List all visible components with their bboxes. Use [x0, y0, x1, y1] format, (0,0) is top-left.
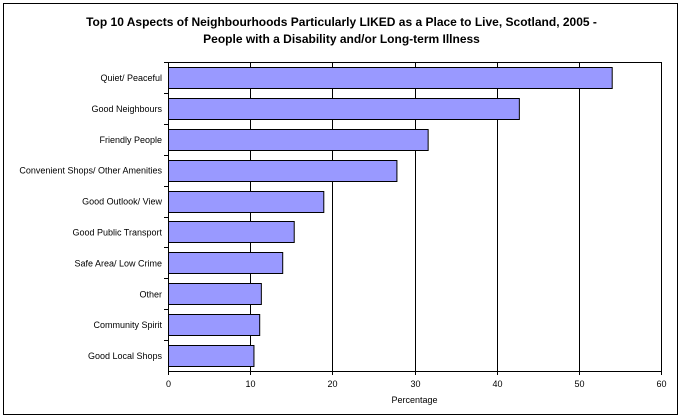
x-tick-label: 50 [574, 379, 584, 389]
chart-title: Top 10 Aspects of Neighbourhoods Particu… [0, 14, 683, 48]
bar [168, 160, 398, 182]
x-tick-label: 0 [166, 379, 171, 389]
bars [168, 67, 613, 367]
category-label: Good Neighbours [91, 104, 162, 114]
bar [168, 221, 295, 243]
chart-title-line-2: People with a Disability and/or Long-ter… [203, 32, 480, 46]
bar [168, 252, 284, 274]
plot-area-border [168, 62, 662, 372]
bar [168, 314, 261, 336]
x-tick-label: 60 [656, 379, 666, 389]
category-label: Community Spirit [93, 320, 162, 330]
x-tick-label: 10 [245, 379, 255, 389]
category-label: Other [139, 289, 162, 299]
bar [168, 191, 325, 213]
bar [168, 283, 262, 305]
bar [168, 98, 520, 120]
category-label: Good Local Shops [88, 351, 163, 361]
x-tick-label: 30 [410, 379, 420, 389]
category-labels: Quiet/ Peaceful Good Neighbours Friendly P… [19, 62, 168, 361]
bar [168, 345, 255, 367]
chart-title-line-1: Top 10 Aspects of Neighbourhoods Particu… [86, 15, 597, 29]
category-label: Safe Area/ Low Crime [74, 258, 162, 268]
category-label: Convenient Shops/ Other Amenities [19, 166, 162, 176]
bar [168, 129, 429, 151]
bar [168, 67, 613, 89]
x-tick-label: 40 [492, 379, 502, 389]
category-label: Friendly People [99, 135, 162, 145]
x-ticks: 0 10 20 30 40 50 60 [166, 371, 667, 389]
category-label: Good Public Transport [72, 227, 162, 237]
category-label: Good Outlook/ View [82, 197, 162, 207]
x-tick-label: 20 [327, 379, 337, 389]
category-label: Quiet/ Peaceful [100, 73, 162, 83]
x-axis-label: Percentage [391, 395, 437, 405]
